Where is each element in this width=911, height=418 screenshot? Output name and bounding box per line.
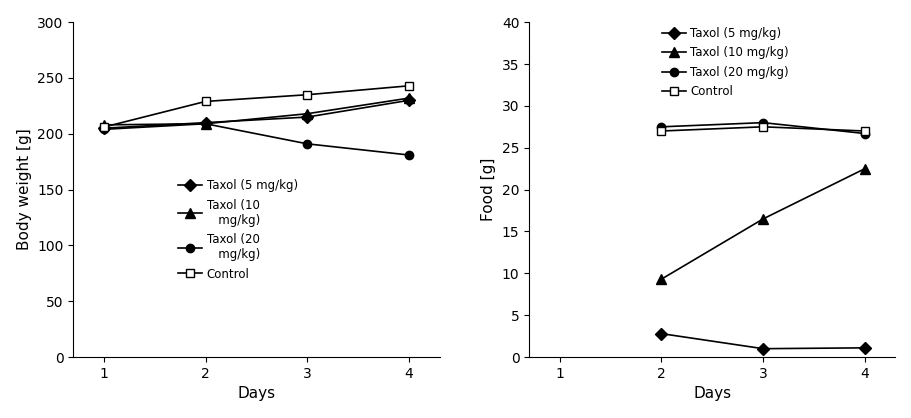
Y-axis label: Body weight [g]: Body weight [g]: [16, 129, 32, 250]
Legend: Taxol (5 mg/kg), Taxol (10 mg/kg), Taxol (20 mg/kg), Control: Taxol (5 mg/kg), Taxol (10 mg/kg), Taxol…: [657, 22, 793, 103]
Y-axis label: Food [g]: Food [g]: [481, 158, 496, 221]
X-axis label: Days: Days: [692, 386, 731, 401]
Legend: Taxol (5 mg/kg), Taxol (10
   mg/kg), Taxol (20
   mg/kg), Control: Taxol (5 mg/kg), Taxol (10 mg/kg), Taxol…: [173, 174, 302, 285]
X-axis label: Days: Days: [237, 386, 275, 401]
